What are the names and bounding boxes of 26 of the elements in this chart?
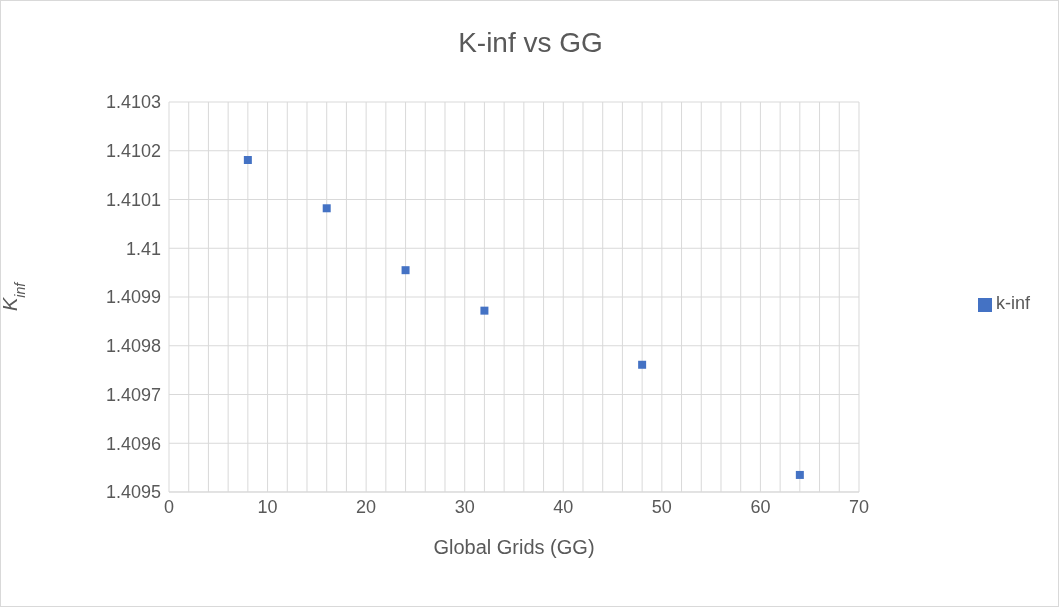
x-tick-label: 20 [356,496,377,517]
x-tick-label: 0 [163,496,175,517]
point [480,306,489,315]
x-axis-title: Global Grids (GG) [433,536,595,559]
y-tick-label: 1.4096 [105,433,161,454]
x-tick-label: 50 [651,496,672,517]
y-tick-label: 1.4097 [105,384,161,405]
y-tick-label: 1.4095 [105,482,161,503]
point [401,266,410,275]
legend-label: k-inf [995,293,1030,313]
y-tick-label: 1.4103 [105,92,161,113]
point [322,204,331,213]
x-tick-label: 70 [848,496,869,517]
y-tick-label: 1.4098 [105,336,161,357]
point [638,360,647,369]
y-tick-label: 1.4102 [105,141,161,162]
y-tick-label: 1.41 [125,238,161,259]
x-tick-label: 60 [750,496,771,517]
x-tick-label: 40 [553,496,574,517]
point [243,156,252,165]
point [795,470,804,479]
x-tick-label: 30 [454,496,475,517]
y-tick-label: 1.4101 [105,189,161,210]
y-tick-label: 1.4099 [105,287,161,308]
chart-title: K-inf vs GG [457,27,604,59]
x-tick-label: 10 [257,496,278,517]
